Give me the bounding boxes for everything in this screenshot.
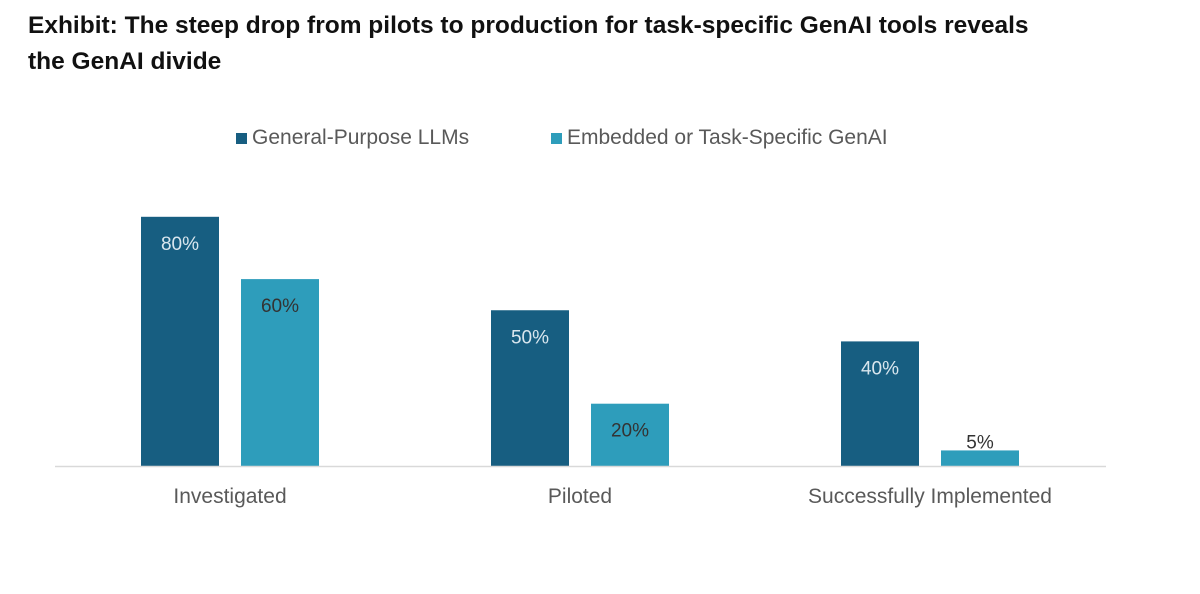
legend-item-general-purpose-llms: General-Purpose LLMs [236,124,469,152]
bar-embedded-or-task-specific-genai-investigated [241,279,319,466]
chart-title-line-1: Exhibit: The steep drop from pilots to p… [28,12,1029,39]
legend-item-embedded-task-specific-genai: Embedded or Task-Specific GenAI [551,124,888,152]
data-label-general-purpose-llms-successfully-implemented: 40% [861,358,899,379]
legend-swatch-embedded-task-specific-genai [551,132,562,144]
bar-general-purpose-llms-piloted [491,310,569,466]
bar-embedded-or-task-specific-genai-successfully-implemented [941,450,1019,466]
data-label-embedded-or-task-specific-genai-successfully-implemented: 5% [966,432,994,453]
bar-general-purpose-llms-successfully-implemented [841,341,919,466]
legend-label-general-purpose-llms: General-Purpose LLMs [252,126,470,149]
data-label-general-purpose-llms-investigated: 80% [161,234,199,255]
data-label-embedded-or-task-specific-genai-piloted: 20% [611,421,649,442]
data-label-general-purpose-llms-piloted: 50% [511,327,549,348]
data-label-embedded-or-task-specific-genai-investigated: 60% [261,296,299,317]
legend-label-embedded-task-specific-genai: Embedded or Task-Specific GenAI [567,126,888,149]
category-label-piloted: Piloted [548,485,612,508]
chart-title-line-2: the GenAI divide [28,48,222,75]
chart-legend: General-Purpose LLMs Embedded or Task-Sp… [0,124,1200,152]
category-label-investigated: Investigated [173,485,286,508]
category-label-successfully-implemented: Successfully Implemented [808,485,1052,508]
legend-swatch-general-purpose-llms [236,132,247,144]
bar-general-purpose-llms-investigated [141,216,219,466]
chart-title: Exhibit: The steep drop from pilots to p… [28,8,1188,80]
bar-embedded-or-task-specific-genai-piloted [591,403,669,466]
